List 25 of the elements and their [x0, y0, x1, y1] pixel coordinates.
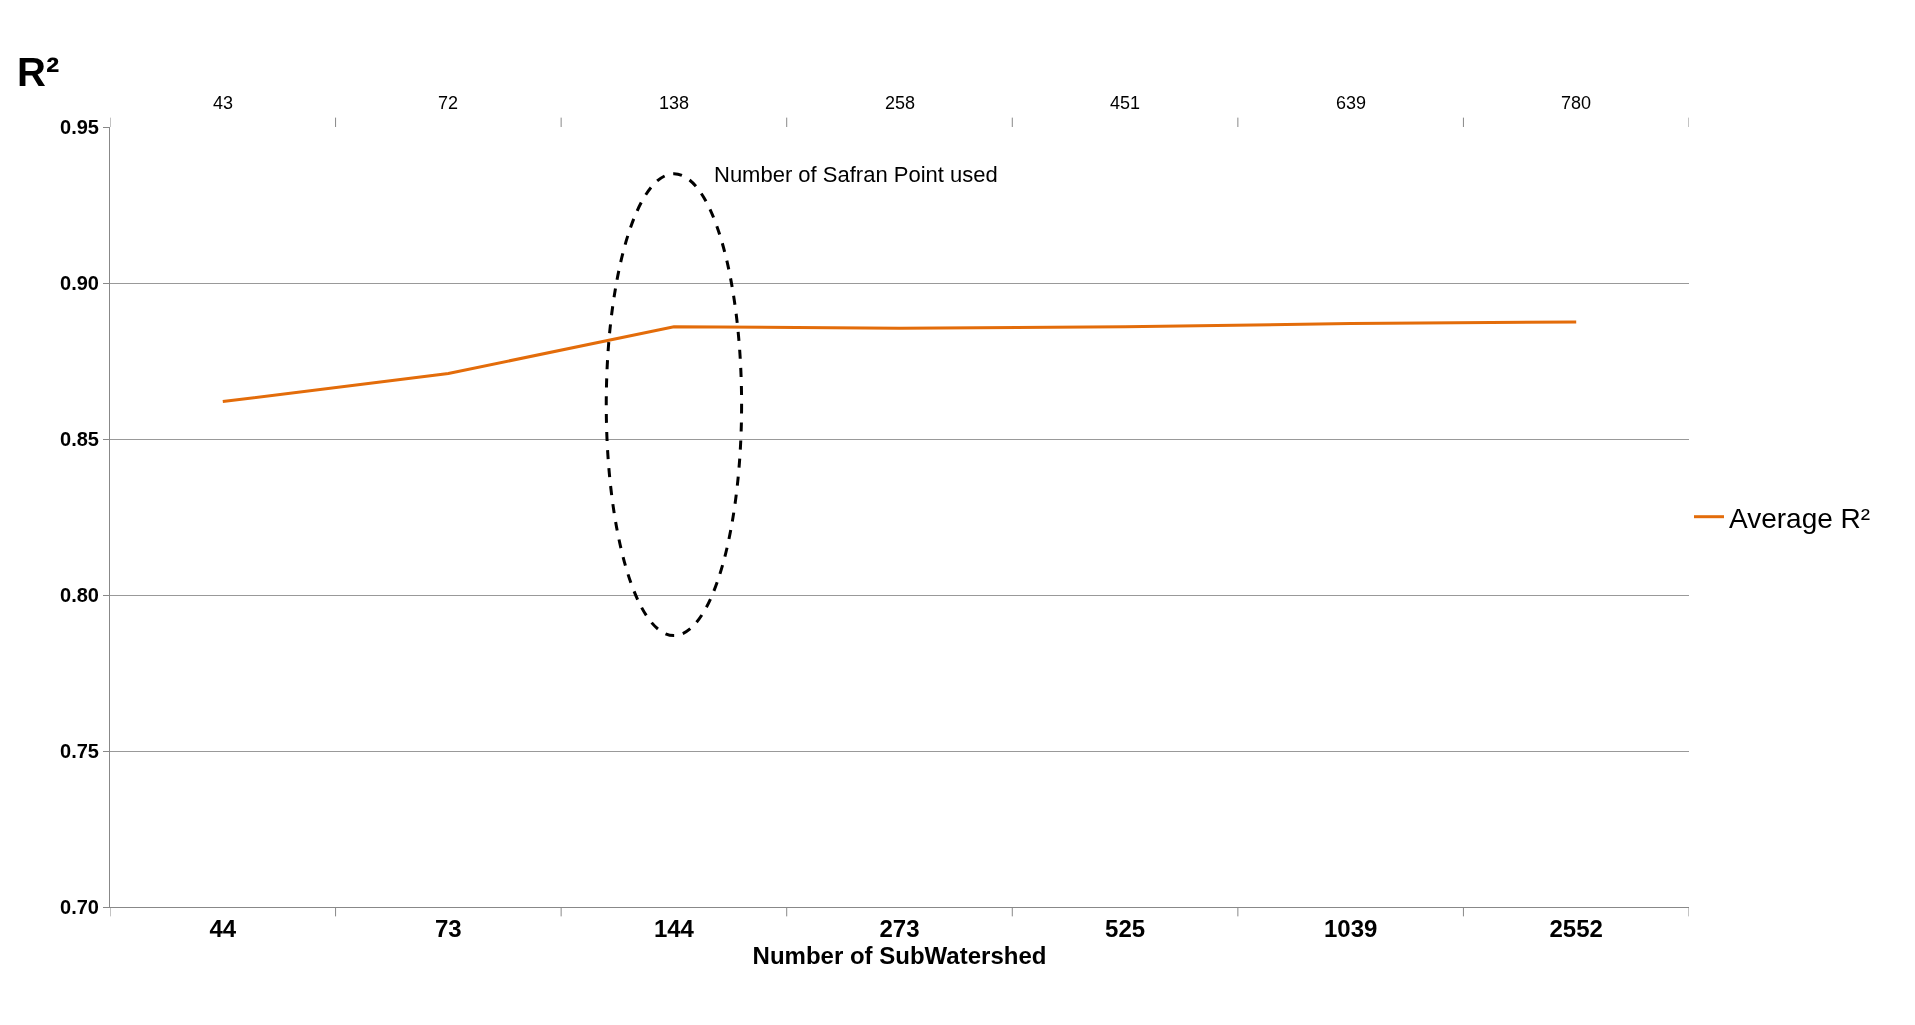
- y-tick-label: 0.75: [60, 740, 99, 762]
- text: 43: [213, 93, 234, 113]
- text: 138: [659, 93, 690, 113]
- text: 780: [1561, 93, 1592, 113]
- x-tick-label: 44: [209, 914, 237, 942]
- text: 451: [1110, 93, 1141, 113]
- x-tick-label: 144: [653, 914, 695, 942]
- text: 639: [1336, 93, 1367, 113]
- text: 72: [438, 93, 459, 113]
- y-tick-label: 0.80: [60, 584, 99, 606]
- x-tick-label: 273: [879, 914, 920, 942]
- text: 258: [885, 93, 916, 113]
- x-axis-title: Number of SubWatershed: [752, 942, 1047, 970]
- x-tick-label: 1039: [1323, 914, 1378, 942]
- annotation: Number of Safran Point used: [714, 162, 998, 187]
- line-series: [221, 320, 1578, 404]
- y-tick-label: 0.85: [60, 428, 99, 450]
- y-tick-label: 0.70: [60, 896, 99, 918]
- x-tick-label: 73: [435, 914, 462, 942]
- x-tick-label: 525: [1105, 914, 1146, 942]
- x-tick-label: 2552: [1549, 914, 1603, 942]
- y-tick-label: 0.95: [60, 116, 99, 138]
- legend-label: Average R²: [1729, 502, 1871, 534]
- y-tick-label: 0.90: [60, 272, 99, 294]
- y-axis-title: R²: [17, 50, 60, 94]
